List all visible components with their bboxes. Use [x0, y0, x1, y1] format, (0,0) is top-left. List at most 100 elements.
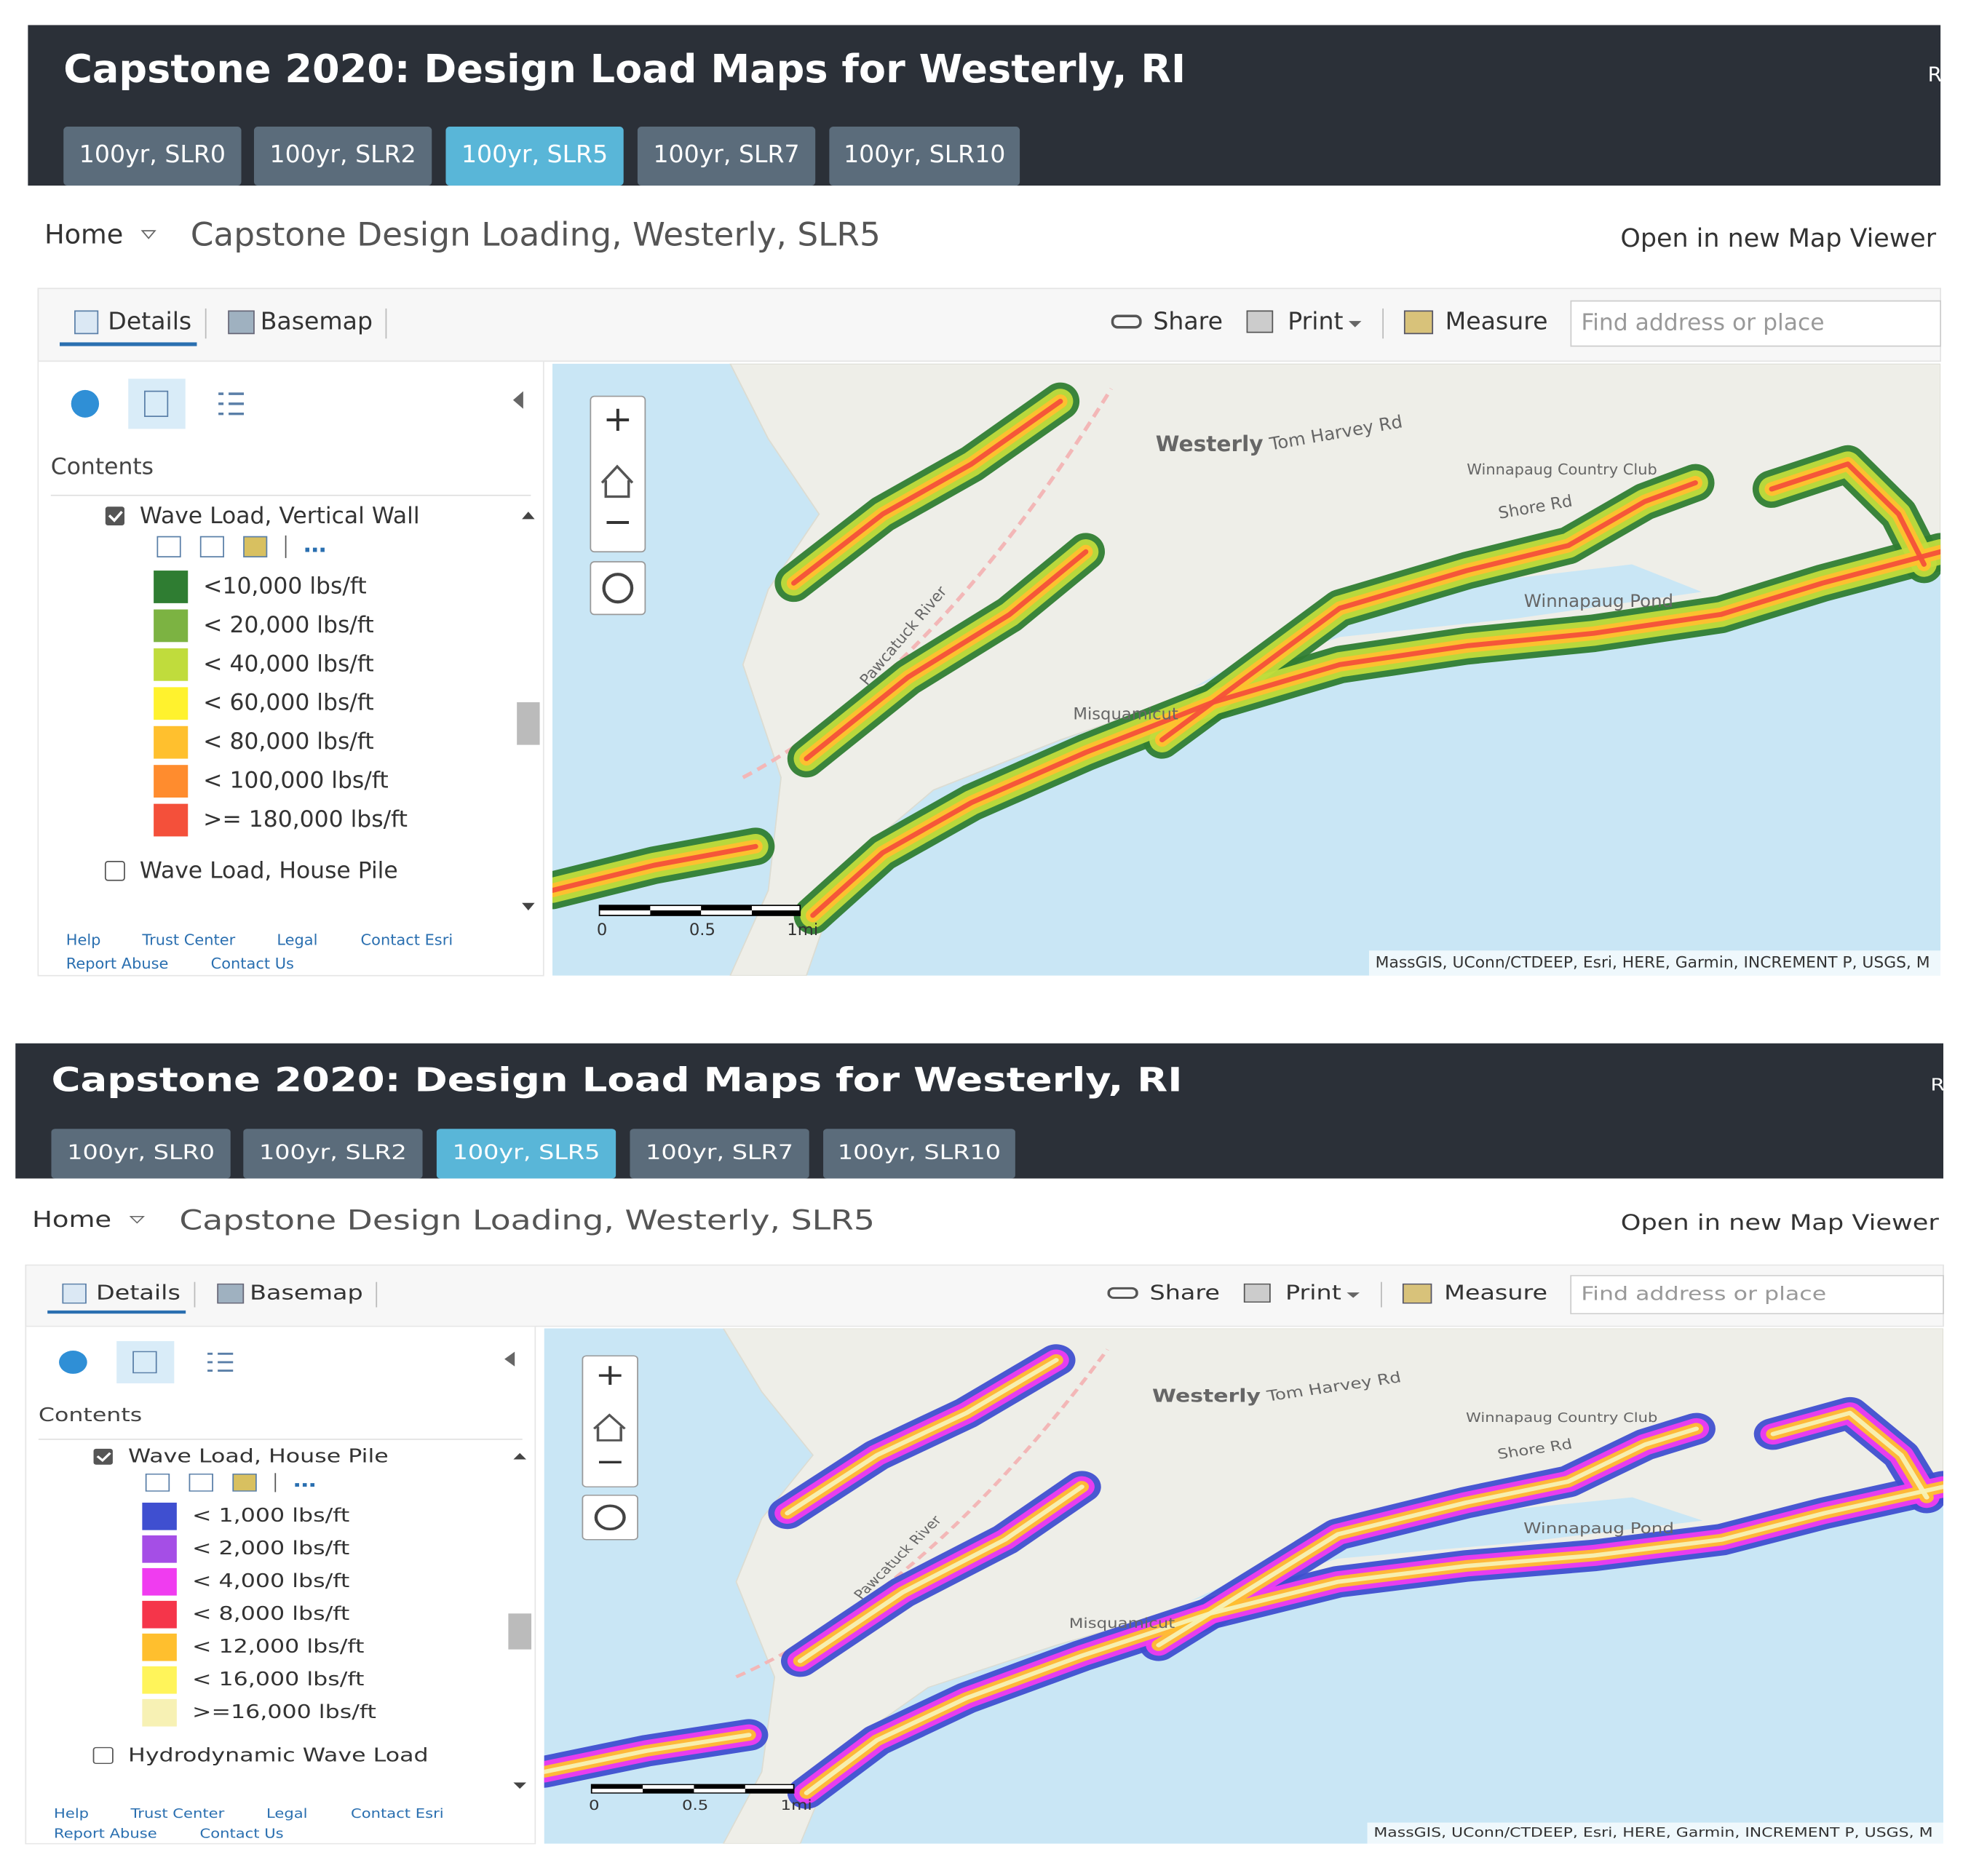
load-zone: [804, 1484, 1944, 1795]
details-icon: [74, 310, 99, 335]
print-button[interactable]: Print: [1285, 1281, 1341, 1304]
tab[interactable]: [436, 1129, 616, 1179]
layer-tool-icon[interactable]: [232, 1474, 257, 1492]
home-button[interactable]: [600, 464, 634, 498]
layer-tool-icon[interactable]: [145, 1474, 170, 1492]
zoom-in[interactable]: +: [603, 399, 632, 440]
collapse-arrow[interactable]: [512, 391, 523, 409]
footer-link[interactable]: Help: [66, 931, 101, 949]
footer-link[interactable]: Report Abuse: [66, 955, 169, 972]
search-box[interactable]: [1570, 300, 1941, 347]
footer-link[interactable]: Trust Center: [130, 1806, 224, 1821]
tab[interactable]: [823, 1129, 1015, 1179]
layer-tool-icon[interactable]: [156, 536, 181, 557]
scroll-thumb[interactable]: [508, 1613, 532, 1650]
footer-link[interactable]: Contact Esri: [351, 1806, 444, 1821]
measure-button[interactable]: Measure: [1444, 1281, 1547, 1304]
footer-link[interactable]: Trust Center: [141, 931, 235, 949]
footer-link[interactable]: Legal: [277, 931, 317, 949]
layer-name[interactable]: Wave Load, Vertical Wall: [140, 503, 420, 529]
search-placeholder[interactable]: Find address or place: [1581, 1282, 1826, 1305]
tab[interactable]: [637, 127, 816, 186]
scroll-down[interactable]: [513, 1782, 527, 1789]
scale-segment: [745, 1789, 794, 1793]
legend-label: < 12,000 lbs/ft: [192, 1635, 364, 1658]
about-icon[interactable]: [71, 389, 100, 418]
basemap-icon: [228, 310, 255, 335]
tab[interactable]: [630, 1129, 809, 1179]
tab[interactable]: [253, 127, 432, 186]
open-link[interactable]: Open in new Map Viewer: [1620, 224, 1936, 253]
details-icon: [62, 1283, 87, 1304]
scroll-down[interactable]: [522, 902, 535, 911]
tab[interactable]: [51, 1129, 231, 1179]
legend-icon[interactable]: [218, 392, 245, 416]
layer-checkbox[interactable]: [105, 506, 124, 526]
collapse-arrow[interactable]: [504, 1351, 515, 1367]
share-button[interactable]: Share: [1150, 1281, 1220, 1304]
content-tab[interactable]: [128, 378, 186, 429]
share-button[interactable]: Share: [1153, 307, 1223, 335]
search-placeholder[interactable]: Find address or place: [1581, 310, 1824, 336]
scroll-thumb[interactable]: [517, 702, 540, 745]
layer-name[interactable]: Wave Load, House Pile: [140, 858, 398, 884]
tab-label[interactable]: 100yr, SLR2: [259, 1141, 407, 1164]
tab-label[interactable]: 100yr, SLR0: [79, 140, 226, 168]
details-button[interactable]: Details: [108, 307, 191, 335]
tab-label[interactable]: 100yr, SLR5: [461, 140, 608, 168]
legend-swatch: [154, 571, 189, 603]
zoom-out[interactable]: −: [595, 1444, 625, 1479]
tab-label[interactable]: 100yr, SLR7: [653, 140, 799, 168]
about-icon[interactable]: [59, 1350, 87, 1374]
layer-tool-icon[interactable]: [199, 536, 224, 557]
open-link[interactable]: Open in new Map Viewer: [1621, 1210, 1940, 1235]
load-zone: [791, 398, 1063, 586]
print-button[interactable]: Print: [1288, 307, 1343, 335]
layer-tool-icon[interactable]: [243, 536, 268, 557]
tab-label[interactable]: 100yr, SLR10: [844, 140, 1005, 168]
map-label: Winnapaug Country Club: [1466, 1410, 1657, 1426]
tab-label[interactable]: 100yr, SLR10: [838, 1141, 1001, 1164]
legend-label: >= 180,000 lbs/ft: [203, 806, 408, 832]
content-tab[interactable]: [116, 1340, 175, 1383]
basemap-button[interactable]: Basemap: [250, 1281, 363, 1304]
scroll-up[interactable]: [522, 512, 535, 520]
locate-box[interactable]: [590, 561, 646, 616]
tab[interactable]: [829, 127, 1020, 186]
layer-name[interactable]: Hydrodynamic Wave Load: [128, 1744, 429, 1766]
tab[interactable]: [63, 127, 242, 186]
layer-name[interactable]: Wave Load, House Pile: [128, 1444, 389, 1467]
attribution-bg: [1368, 950, 1941, 976]
layer-checkbox[interactable]: [104, 861, 125, 881]
tab-label[interactable]: 100yr, SLR5: [453, 1141, 600, 1164]
footer-link[interactable]: Help: [54, 1806, 89, 1821]
tab-label[interactable]: 100yr, SLR2: [270, 140, 416, 168]
tab[interactable]: [243, 1129, 423, 1179]
zoom-out[interactable]: −: [603, 502, 632, 543]
locate-box[interactable]: [582, 1495, 638, 1541]
details-button[interactable]: Details: [96, 1281, 181, 1304]
search-box[interactable]: [1570, 1275, 1944, 1314]
breadcrumb[interactable]: Home: [44, 219, 123, 250]
footer-link[interactable]: Contact Us: [211, 955, 294, 972]
tab[interactable]: [445, 127, 624, 186]
home-button[interactable]: [592, 1413, 626, 1442]
zoom-in[interactable]: +: [595, 1357, 625, 1392]
layer-tool-icon[interactable]: [189, 1474, 213, 1492]
tab-label[interactable]: 100yr, SLR0: [67, 1141, 215, 1164]
tab-label[interactable]: 100yr, SLR7: [646, 1141, 793, 1164]
layer-checkbox[interactable]: [92, 1746, 114, 1765]
footer-link[interactable]: Report Abuse: [54, 1826, 157, 1841]
footer-link[interactable]: Contact Esri: [361, 931, 453, 949]
breadcrumb[interactable]: Home: [32, 1207, 111, 1232]
layer-checkbox[interactable]: [93, 1448, 113, 1465]
scroll-up[interactable]: [513, 1452, 527, 1460]
basemap-button[interactable]: Basemap: [261, 307, 373, 335]
footer-link[interactable]: Legal: [266, 1806, 308, 1821]
legend-icon[interactable]: [207, 1352, 234, 1372]
measure-button[interactable]: Measure: [1445, 307, 1548, 335]
legend-label: < 16,000 lbs/ft: [192, 1668, 364, 1690]
footer-link[interactable]: Contact Us: [200, 1826, 284, 1841]
